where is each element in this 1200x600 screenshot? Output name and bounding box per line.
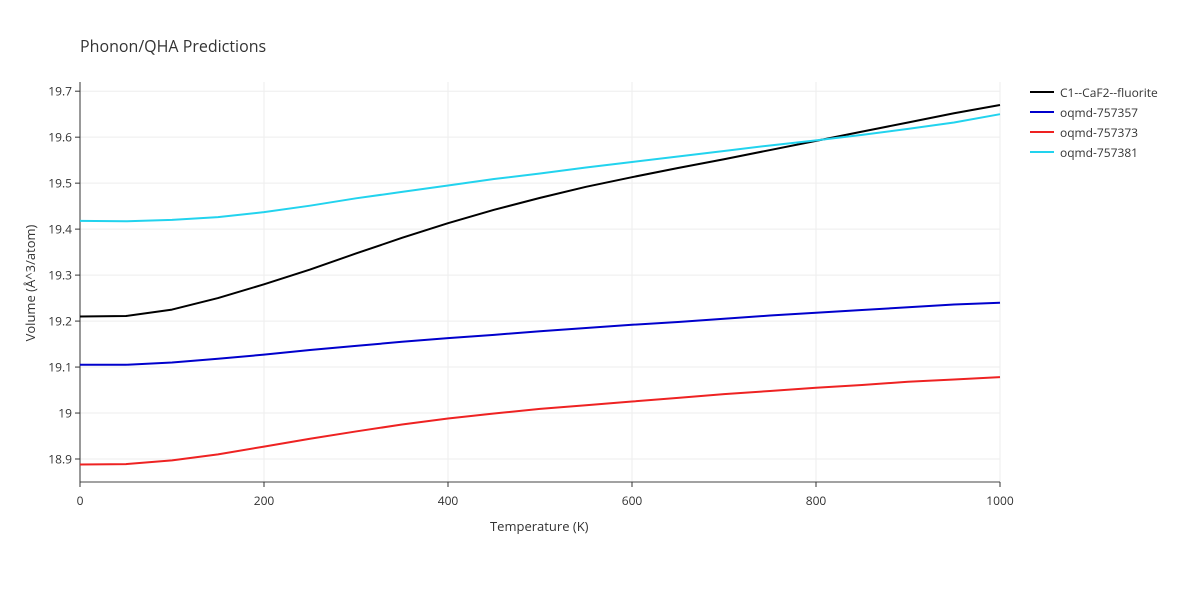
legend-swatch	[1030, 91, 1054, 93]
legend-label: C1--CaF2--fluorite	[1060, 84, 1158, 101]
legend-item[interactable]: oqmd-757381	[1030, 142, 1158, 162]
x-axis-label: Temperature (K)	[490, 517, 589, 535]
y-tick-label: 19	[44, 405, 72, 422]
x-tick-label: 800	[806, 492, 827, 509]
x-tick-label: 0	[77, 492, 84, 509]
x-tick-label: 600	[622, 492, 643, 509]
y-tick-label: 19.7	[44, 83, 72, 100]
y-tick-label: 19.1	[44, 359, 72, 376]
x-tick-label: 1000	[986, 492, 1013, 509]
y-tick-label: 19.5	[44, 175, 72, 192]
x-tick-label: 400	[438, 492, 459, 509]
y-tick-label: 19.4	[44, 221, 72, 238]
legend-item[interactable]: C1--CaF2--fluorite	[1030, 82, 1158, 102]
legend-swatch	[1030, 131, 1054, 133]
y-tick-label: 18.9	[44, 451, 72, 468]
y-tick-label: 19.6	[44, 129, 72, 146]
legend-label: oqmd-757373	[1060, 124, 1138, 141]
y-tick-label: 19.3	[44, 267, 72, 284]
legend-item[interactable]: oqmd-757373	[1030, 122, 1158, 142]
x-tick-label: 200	[254, 492, 275, 509]
legend-label: oqmd-757357	[1060, 104, 1138, 121]
y-tick-label: 19.2	[44, 313, 72, 330]
legend-swatch	[1030, 111, 1054, 113]
legend-item[interactable]: oqmd-757357	[1030, 102, 1158, 122]
y-axis-label: Volume (Å^3/atom)	[21, 213, 39, 353]
chart-legend: C1--CaF2--fluorite oqmd-757357 oqmd-757373…	[1030, 82, 1158, 162]
chart-plot-area	[80, 82, 1000, 482]
legend-swatch	[1030, 151, 1054, 153]
chart-title: Phonon/QHA Predictions	[80, 35, 266, 57]
legend-label: oqmd-757381	[1060, 144, 1138, 161]
